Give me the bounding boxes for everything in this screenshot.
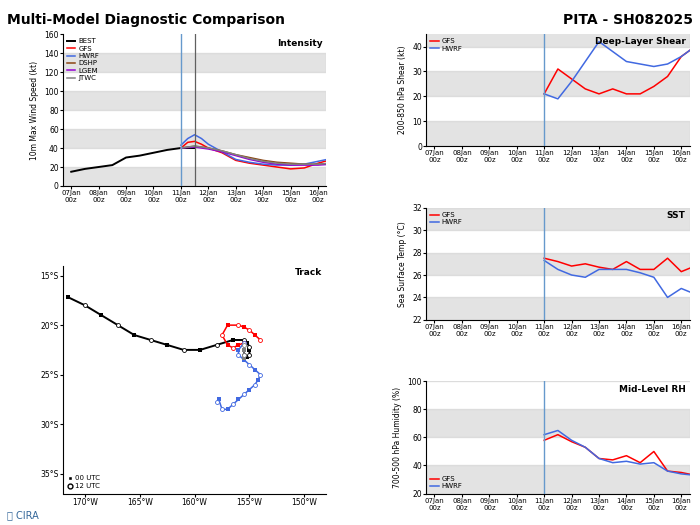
Legend: GFS, HWRF: GFS, HWRF <box>428 473 466 492</box>
Bar <box>426 353 690 382</box>
Point <box>239 345 250 354</box>
Text: Mid-Level RH: Mid-Level RH <box>619 385 685 394</box>
Bar <box>426 253 690 275</box>
Text: SST: SST <box>666 211 685 220</box>
Text: Multi-Model Diagnostic Comparison: Multi-Model Diagnostic Comparison <box>7 13 285 27</box>
Bar <box>426 466 690 494</box>
Point <box>244 351 255 359</box>
Bar <box>426 121 690 146</box>
Bar <box>63 53 326 72</box>
Text: PITA - SH082025: PITA - SH082025 <box>563 13 693 27</box>
Point <box>239 339 250 347</box>
Point <box>239 336 250 344</box>
Point <box>63 293 74 301</box>
Y-axis label: 10m Max Wind Speed (kt): 10m Max Wind Speed (kt) <box>30 60 38 160</box>
Bar <box>426 410 690 437</box>
Point <box>244 326 255 334</box>
Point <box>241 353 253 361</box>
Legend: GFS, HWRF: GFS, HWRF <box>428 36 466 55</box>
Legend: BEST, GFS, HWRF, DSHP, LGEM, JTWC: BEST, GFS, HWRF, DSHP, LGEM, JTWC <box>64 36 102 84</box>
Point <box>241 339 253 347</box>
Point <box>79 301 90 310</box>
Point <box>239 323 250 331</box>
Point <box>239 345 250 354</box>
Point <box>249 331 260 339</box>
Text: Intensity: Intensity <box>276 39 322 48</box>
Point <box>233 351 244 359</box>
Point <box>239 355 250 364</box>
Point <box>239 341 250 349</box>
Point <box>213 395 224 404</box>
Y-axis label: 200-850 hPa Shear (kt): 200-850 hPa Shear (kt) <box>398 46 407 134</box>
Point <box>222 341 233 349</box>
Point <box>211 341 222 349</box>
Point <box>228 400 239 408</box>
Y-axis label: Sea Surface Temp (°C): Sea Surface Temp (°C) <box>398 221 407 307</box>
Point <box>216 405 228 414</box>
Bar <box>63 91 326 110</box>
Point <box>255 336 266 344</box>
Point <box>239 339 250 347</box>
Point <box>96 311 107 319</box>
Text: Ⓝ CIRA: Ⓝ CIRA <box>7 510 38 520</box>
Bar <box>426 298 690 320</box>
Bar <box>426 22 690 47</box>
Text: Track: Track <box>295 268 322 277</box>
Point <box>112 321 123 329</box>
Point <box>228 344 239 352</box>
Point <box>239 390 250 398</box>
Point <box>233 345 244 354</box>
Point <box>244 343 255 351</box>
Point <box>129 331 140 339</box>
Legend: 00 UTC, 12 UTC: 00 UTC, 12 UTC <box>64 472 104 492</box>
Point <box>216 331 228 339</box>
Point <box>255 371 266 379</box>
Point <box>178 345 189 354</box>
Bar <box>63 129 326 148</box>
Point <box>145 336 156 344</box>
Point <box>253 375 264 384</box>
Point <box>239 351 250 359</box>
Point <box>195 345 206 354</box>
Point <box>239 354 250 362</box>
Bar <box>426 208 690 230</box>
Text: Deep-Layer Shear: Deep-Layer Shear <box>595 37 685 47</box>
Point <box>233 395 244 404</box>
Point <box>162 341 173 349</box>
Point <box>233 321 244 329</box>
Bar <box>63 167 326 186</box>
Point <box>249 365 260 374</box>
Point <box>244 345 255 354</box>
Point <box>249 380 260 388</box>
Point <box>239 351 250 359</box>
Point <box>228 336 239 344</box>
Point <box>244 361 255 369</box>
Point <box>222 405 233 414</box>
Legend: GFS, HWRF: GFS, HWRF <box>428 209 466 228</box>
Point <box>211 398 222 406</box>
Point <box>244 385 255 394</box>
Point <box>222 321 233 329</box>
Point <box>233 341 244 349</box>
Y-axis label: 700-500 hPa Humidity (%): 700-500 hPa Humidity (%) <box>393 387 402 488</box>
Bar <box>426 71 690 97</box>
